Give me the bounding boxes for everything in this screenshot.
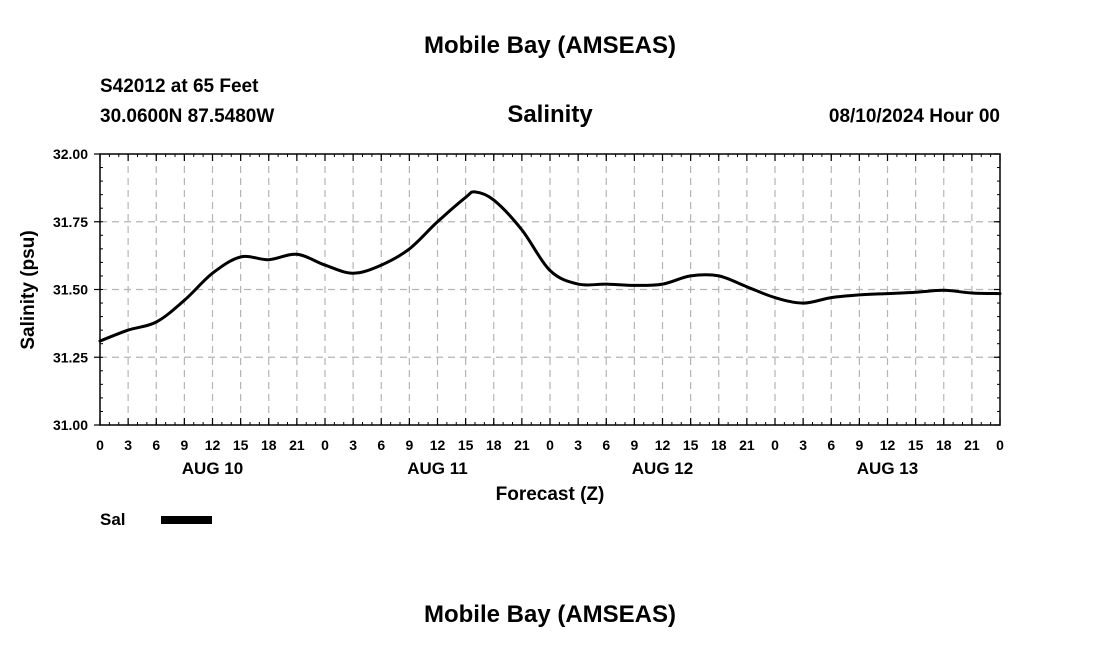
x-tick-label: 6 <box>152 437 160 453</box>
x-tick-label: 6 <box>377 437 385 453</box>
x-tick-label: 3 <box>124 437 132 453</box>
day-label: AUG 11 <box>407 459 467 478</box>
y-tick-label: 31.50 <box>53 282 88 298</box>
x-tick-label: 15 <box>908 437 924 453</box>
day-label: AUG 10 <box>182 459 243 478</box>
y-axis-label: Salinity (psu) <box>18 230 39 349</box>
x-tick-label: 9 <box>855 437 863 453</box>
x-tick-label: 3 <box>799 437 807 453</box>
chart-title: Salinity <box>507 101 593 128</box>
x-tick-label: 18 <box>486 437 502 453</box>
day-labels: AUG 10 AUG 11 AUG 12 AUG 13 <box>182 459 918 478</box>
y-tick-label: 31.75 <box>53 214 88 230</box>
y-tick-label: 32.00 <box>53 146 88 162</box>
x-tick-label: 18 <box>261 437 277 453</box>
top-title: Mobile Bay (AMSEAS) <box>423 32 677 59</box>
y-tick-label: 31.25 <box>53 349 88 365</box>
x-tick-label: 9 <box>180 437 188 453</box>
x-tick-label: 18 <box>711 437 727 453</box>
series-line-sal <box>98 190 1002 343</box>
x-tick-label: 15 <box>683 437 699 453</box>
x-tick-label: 15 <box>233 437 249 453</box>
x-tick-label: 18 <box>936 437 952 453</box>
x-tick-label: 6 <box>602 437 610 453</box>
x-tick-label: 0 <box>546 437 554 453</box>
x-tick-label: 0 <box>96 437 104 453</box>
x-tick-label: 15 <box>458 437 474 453</box>
bottom-title: Mobile Bay (AMSEAS) <box>423 601 677 628</box>
day-label: AUG 13 <box>857 459 918 478</box>
x-tick-label: 12 <box>205 437 221 453</box>
x-tick-label: 0 <box>996 437 1004 453</box>
legend-label: Sal <box>100 510 126 529</box>
x-tick-label: 21 <box>514 437 530 453</box>
x-tick-label: 0 <box>771 437 779 453</box>
x-tick-label: 21 <box>964 437 980 453</box>
x-tick-label: 9 <box>405 437 413 453</box>
x-tick-label: 9 <box>630 437 638 453</box>
x-tick-label: 21 <box>289 437 305 453</box>
forecast-time-label: 08/10/2024 Hour 00 <box>828 106 1000 127</box>
station-label: S42012 at 65 Feet <box>100 76 259 97</box>
coordinates-label: 30.0600N 87.5480W <box>100 106 275 127</box>
x-axis-label: Forecast (Z) <box>496 484 605 505</box>
legend-swatch-sal <box>161 516 212 524</box>
x-tick-label: 0 <box>321 437 329 453</box>
y-tick-labels: 31.00 31.25 31.50 31.75 32.00 <box>53 146 88 433</box>
day-label: AUG 12 <box>632 459 693 478</box>
x-tick-label: 3 <box>574 437 582 453</box>
x-tick-label: 3 <box>349 437 357 453</box>
x-tick-label: 12 <box>655 437 671 453</box>
y-tick-label: 31.00 <box>53 417 88 433</box>
x-tick-labels: 0 3 6 9 12 15 18 21 0 3 6 9 12 15 18 21 0 3 6 9 12 15 18 21 0 3 6 9… <box>96 437 1004 453</box>
x-tick-label: 12 <box>430 437 446 453</box>
axis-ticks <box>94 153 1001 426</box>
grid-lines <box>100 154 1000 425</box>
x-tick-label: 6 <box>827 437 835 453</box>
x-tick-label: 21 <box>739 437 755 453</box>
x-tick-label: 12 <box>880 437 896 453</box>
